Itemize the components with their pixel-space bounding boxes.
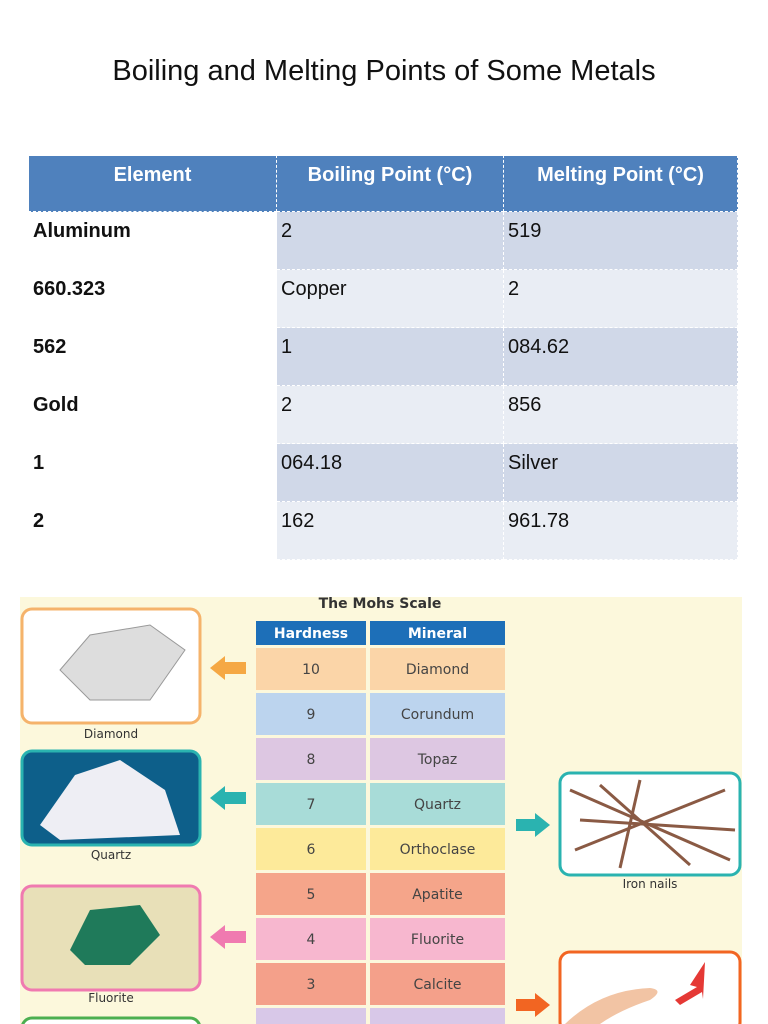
column-header: Element [28, 155, 277, 212]
table-cell: Gold [28, 385, 277, 444]
image-box [20, 607, 202, 725]
mohs-cell [256, 873, 366, 915]
image-caption: Iron nails [623, 877, 678, 891]
table-cell: 1 [28, 443, 277, 502]
mohs-cell [256, 738, 366, 780]
table-row: 2 162 961.78 [28, 501, 738, 560]
image-box [20, 749, 202, 847]
image-box [558, 771, 742, 877]
mohs-cell [370, 1008, 505, 1024]
image-box [21, 1016, 201, 1024]
mohs-cell [256, 693, 366, 735]
header-row: Element Boiling Point (°C) Melting Point (… [28, 155, 738, 212]
mohs-cell-text: Diamond [406, 662, 469, 678]
table-cell: 2 [276, 211, 504, 270]
nails-image [569, 779, 736, 869]
slide-title: Boiling and Melting Points of Some Metal… [112, 55, 656, 87]
finger-image [565, 988, 658, 1024]
mohs-cell-text: 3 [307, 977, 316, 993]
mohs-cell [370, 738, 505, 780]
column-header: Melting Point (°C) [503, 155, 738, 212]
table-cell: 2 [276, 385, 504, 444]
table-cell: 084.62 [503, 327, 738, 386]
captions: Diamond Quartz Fluorite Iron nails [84, 727, 678, 1005]
table-cell: 961.78 [503, 501, 738, 560]
mohs-cell [370, 828, 505, 870]
mohs-cell [256, 1008, 366, 1024]
diamond-image [59, 624, 186, 701]
panel-bg [20, 597, 742, 1024]
mohs-cell-text: 6 [307, 842, 316, 858]
mohs-cell-text: 10 [302, 662, 320, 678]
mohs-cell-text: 9 [307, 707, 316, 723]
mohs-table: Hardness Mineral 10 Diamond 9 Corundum 8 Topaz 7… [256, 621, 505, 1024]
table-cell: Aluminum [28, 211, 277, 270]
mohs-cell [256, 918, 366, 960]
fluorite-image [70, 905, 160, 965]
arrow [210, 786, 246, 810]
mohs-cell-text: 4 [307, 932, 316, 948]
table-row: 660.323 Copper 2 [28, 269, 738, 328]
mohs-cell [370, 963, 505, 1005]
table-cell: 519 [503, 211, 738, 270]
header-cell [256, 621, 366, 645]
header-cell [370, 621, 505, 645]
mohs-cell [256, 828, 366, 870]
metals-table: Element Boiling Point (°C) Melting Point (… [28, 155, 738, 560]
arrow [210, 925, 246, 949]
mohs-cell [256, 783, 366, 825]
table-cell: Copper [276, 269, 504, 328]
arrow [516, 993, 550, 1017]
table-cell: 660.323 [28, 269, 277, 328]
table-cell: Silver [503, 443, 738, 502]
mohs-cell-text: Corundum [401, 707, 474, 723]
mohs-cell-text: Orthoclase [400, 842, 476, 858]
table-cell: 2 [28, 501, 277, 560]
table-row: Gold 2 856 [28, 385, 738, 444]
table-cell: 562 [28, 327, 277, 386]
arrow [675, 962, 705, 1005]
mohs-cell-text: Fluorite [411, 932, 464, 948]
mohs-title: The Mohs Scale [319, 596, 442, 612]
table-cell: 2 [503, 269, 738, 328]
table-cell: 064.18 [276, 443, 504, 502]
mohs-cell-text: 7 [307, 797, 316, 813]
mohs-cell [256, 648, 366, 690]
mohs-cell [370, 873, 505, 915]
image-caption: Diamond [84, 727, 138, 741]
mohs-cell-text: Topaz [417, 752, 458, 768]
arrow [516, 813, 550, 837]
image-box [558, 950, 742, 1024]
table-row: Aluminum 2 519 [28, 211, 738, 270]
quartz-image [40, 760, 180, 840]
mohs-cell-text: Calcite [414, 977, 462, 993]
mohs-cell [370, 693, 505, 735]
table-cell: 856 [503, 385, 738, 444]
mohs-cell [370, 783, 505, 825]
image-box [20, 884, 202, 992]
image-caption: Quartz [91, 848, 131, 862]
image-caption: Fluorite [88, 991, 134, 1005]
table-cell: 1 [276, 327, 504, 386]
mohs-cell-text: Quartz [414, 797, 461, 813]
arrow [210, 656, 246, 680]
table-body: Aluminum 2 519 660.323 Copper 2 562 1 084.62 Gold… [28, 211, 738, 560]
header-label: Hardness [274, 626, 348, 642]
mohs-cell [370, 648, 505, 690]
table-row: 562 1 084.62 [28, 327, 738, 386]
header-label: Mineral [408, 626, 467, 642]
column-header: Boiling Point (°C) [276, 155, 504, 212]
table-row: 1 064.18 Silver [28, 443, 738, 502]
mohs-cell-text: Apatite [412, 887, 463, 903]
mohs-cell-text: 8 [307, 752, 316, 768]
table-cell: 162 [276, 501, 504, 560]
mohs-cell-text: 5 [307, 887, 316, 903]
mohs-cell [256, 963, 366, 1005]
mohs-cell [370, 918, 505, 960]
